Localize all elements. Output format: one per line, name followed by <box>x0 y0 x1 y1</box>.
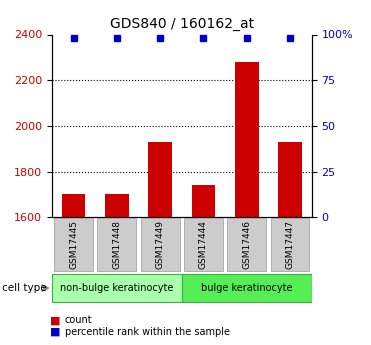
Text: bulge keratinocyte: bulge keratinocyte <box>201 283 292 293</box>
Bar <box>62 195 85 217</box>
Bar <box>235 62 259 217</box>
FancyBboxPatch shape <box>182 274 312 302</box>
Bar <box>105 195 129 217</box>
FancyBboxPatch shape <box>52 274 182 302</box>
Title: GDS840 / 160162_at: GDS840 / 160162_at <box>110 17 254 31</box>
Text: cell type: cell type <box>2 283 46 293</box>
Text: GSM17448: GSM17448 <box>112 220 121 269</box>
Text: GSM17446: GSM17446 <box>242 220 251 269</box>
Bar <box>191 185 215 217</box>
Bar <box>278 142 302 217</box>
FancyBboxPatch shape <box>184 218 223 272</box>
FancyBboxPatch shape <box>227 218 266 272</box>
FancyBboxPatch shape <box>54 218 93 272</box>
Text: GSM17445: GSM17445 <box>69 220 78 269</box>
Bar <box>148 142 172 217</box>
Text: non-bulge keratinocyte: non-bulge keratinocyte <box>60 283 174 293</box>
Text: percentile rank within the sample: percentile rank within the sample <box>65 327 230 337</box>
Text: count: count <box>65 315 92 325</box>
Text: GSM17444: GSM17444 <box>199 220 208 269</box>
Text: GSM17447: GSM17447 <box>286 220 295 269</box>
Text: ■: ■ <box>50 315 60 325</box>
FancyBboxPatch shape <box>141 218 180 272</box>
Text: GSM17449: GSM17449 <box>156 220 165 269</box>
FancyBboxPatch shape <box>98 218 137 272</box>
FancyBboxPatch shape <box>270 218 309 272</box>
Text: ■: ■ <box>50 327 60 337</box>
